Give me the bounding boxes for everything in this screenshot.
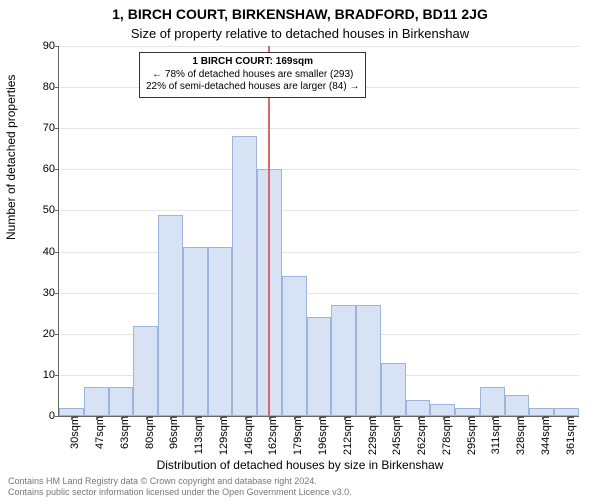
x-tick-label: 212sqm: [342, 416, 354, 455]
histogram-bar: [381, 363, 406, 416]
x-tick-label: 328sqm: [515, 416, 527, 455]
y-tick-label: 10: [43, 369, 55, 381]
annotation-line1: 1 BIRCH COURT: 169sqm: [146, 56, 359, 69]
gridline: [59, 169, 579, 170]
x-tick-label: 96sqm: [168, 416, 180, 449]
histogram-bar: [158, 215, 183, 416]
chart-container: 1, BIRCH COURT, BIRKENSHAW, BRADFORD, BD…: [0, 0, 600, 500]
x-tick-label: 344sqm: [540, 416, 552, 455]
x-tick-label: 30sqm: [69, 416, 81, 449]
histogram-bar: [406, 400, 431, 416]
subject-marker-line: [268, 46, 270, 416]
x-tick-label: 162sqm: [267, 416, 279, 455]
y-tick-label: 40: [43, 246, 55, 258]
x-axis-label: Distribution of detached houses by size …: [0, 458, 600, 472]
histogram-bar: [505, 395, 530, 416]
y-tick-label: 90: [43, 40, 55, 52]
y-tick-label: 80: [43, 81, 55, 93]
footer-line1: Contains HM Land Registry data © Crown c…: [8, 476, 592, 487]
x-tick-label: 63sqm: [119, 416, 131, 449]
x-tick-label: 47sqm: [94, 416, 106, 449]
chart-title-line2: Size of property relative to detached ho…: [0, 26, 600, 41]
histogram-bar: [307, 317, 332, 416]
histogram-bar: [59, 408, 84, 416]
footer-line2: Contains public sector information licen…: [8, 487, 592, 498]
x-tick-label: 245sqm: [391, 416, 403, 455]
x-tick-label: 146sqm: [243, 416, 255, 455]
histogram-bar: [480, 387, 505, 416]
x-tick-label: 311sqm: [490, 416, 502, 454]
histogram-bar: [554, 408, 579, 416]
annotation-line3: 22% of semi-detached houses are larger (…: [146, 81, 359, 94]
histogram-bar: [282, 276, 307, 416]
x-tick-label: 196sqm: [317, 416, 329, 455]
annotation-box: 1 BIRCH COURT: 169sqm ← 78% of detached …: [139, 52, 366, 98]
x-tick-label: 278sqm: [441, 416, 453, 455]
x-tick-label: 262sqm: [416, 416, 428, 455]
plot-area: 010203040506070809030sqm47sqm63sqm80sqm9…: [58, 46, 579, 417]
histogram-bar: [84, 387, 109, 416]
footer: Contains HM Land Registry data © Crown c…: [8, 476, 592, 498]
y-axis-label: Number of detached properties: [4, 75, 18, 240]
x-tick-label: 129sqm: [218, 416, 230, 455]
histogram-bar: [430, 404, 455, 416]
y-tick-label: 0: [49, 410, 55, 422]
x-tick-label: 179sqm: [292, 416, 304, 455]
x-tick-label: 229sqm: [367, 416, 379, 455]
gridline: [59, 293, 579, 294]
histogram-bar: [455, 408, 480, 416]
histogram-bar: [109, 387, 134, 416]
histogram-bar: [331, 305, 356, 416]
histogram-bar: [356, 305, 381, 416]
gridline: [59, 252, 579, 253]
x-tick-label: 80sqm: [144, 416, 156, 449]
y-tick-label: 60: [43, 163, 55, 175]
gridline: [59, 210, 579, 211]
y-tick-label: 70: [43, 122, 55, 134]
x-tick-label: 361sqm: [565, 416, 577, 455]
histogram-bar: [232, 136, 257, 416]
y-tick-label: 50: [43, 204, 55, 216]
gridline: [59, 46, 579, 47]
y-tick-label: 30: [43, 287, 55, 299]
histogram-bar: [529, 408, 554, 416]
annotation-line2: ← 78% of detached houses are smaller (29…: [146, 69, 359, 82]
x-tick-label: 295sqm: [466, 416, 478, 455]
x-tick-label: 113sqm: [193, 416, 205, 454]
chart-title-line1: 1, BIRCH COURT, BIRKENSHAW, BRADFORD, BD…: [0, 6, 600, 22]
histogram-bar: [183, 247, 208, 416]
gridline: [59, 128, 579, 129]
histogram-bar: [133, 326, 158, 416]
histogram-bar: [208, 247, 233, 416]
y-tick-label: 20: [43, 328, 55, 340]
